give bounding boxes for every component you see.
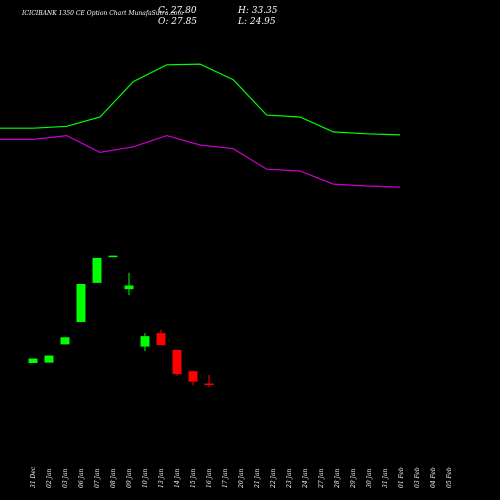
x-tick-label: 06 Jan	[78, 468, 85, 488]
x-tick-label: 22 Jan	[270, 468, 277, 489]
overlay-line-1	[0, 63, 401, 136]
x-tick-label: 04 Feb	[430, 467, 437, 488]
x-tick-label: 02 Jan	[46, 468, 53, 488]
candle-body	[60, 337, 70, 345]
open-value: O: 27.85	[158, 17, 198, 27]
candle-body	[44, 355, 54, 363]
candle-body	[156, 333, 166, 346]
x-tick-label: 07 Jan	[94, 468, 101, 488]
x-tick-label: 31 Dec	[30, 466, 37, 488]
candle-body	[76, 283, 86, 322]
candle-body	[188, 371, 198, 382]
x-tick-label: 15 Jan	[190, 468, 197, 488]
x-tick-label: 01 Feb	[398, 467, 405, 488]
x-tick-label: 21 Jan	[254, 468, 261, 489]
x-tick-label: 03 Feb	[414, 467, 421, 488]
x-tick-label: 10 Jan	[142, 468, 149, 488]
candle-body	[140, 336, 150, 347]
candle-body	[124, 285, 134, 290]
low-value: L: 24.95	[238, 17, 276, 27]
candle-body	[28, 358, 38, 363]
x-tick-label: 27 Jan	[318, 468, 325, 489]
x-tick-label: 17 Jan	[222, 468, 229, 488]
chart-title: ICICIBANK 1350 CE Option Chart MunafaSut…	[22, 10, 184, 17]
candle-body	[108, 255, 118, 258]
x-tick-label: 14 Jan	[174, 468, 181, 488]
candle-body	[172, 349, 182, 375]
x-tick-label: 30 Jan	[366, 468, 373, 488]
overlay-line-2	[0, 134, 401, 188]
x-tick-label: 16 Jan	[206, 468, 213, 488]
candle-body	[92, 257, 102, 283]
x-tick-label: 03 Jan	[62, 468, 69, 488]
x-tick-label: 23 Jan	[286, 468, 293, 489]
x-tick-label: 05 Feb	[446, 467, 453, 488]
x-tick-label: 28 Jan	[334, 468, 341, 489]
x-tick-label: 08 Jan	[110, 468, 117, 488]
x-tick-label: 20 Jan	[238, 468, 245, 489]
x-tick-label: 13 Jan	[158, 468, 165, 488]
x-tick-label: 09 Jan	[126, 468, 133, 488]
x-tick-label: 24 Jan	[302, 468, 309, 489]
close-value: C: 27.80	[158, 6, 197, 16]
x-tick-label: 31 Jan	[382, 468, 389, 488]
candle-body	[204, 383, 214, 385]
high-value: H: 33.35	[238, 6, 278, 16]
x-tick-label: 29 Jan	[350, 468, 357, 489]
